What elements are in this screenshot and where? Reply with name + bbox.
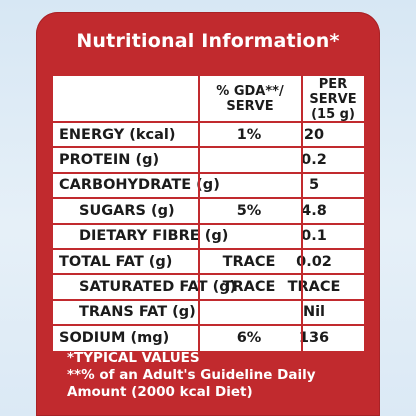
table-header: % GDA**/ SERVE PER SERVE (15 g) [53,76,364,122]
table-row: SUGARS (g) 5% 4.8 [53,198,364,223]
row-divider [53,146,364,149]
gda-column-header: % GDA**/ SERVE [198,76,302,122]
nutrient-name: TOTAL FAT (g) [59,253,173,270]
gda-value: 5% [236,202,262,219]
serve-column-header: PER SERVE (15 g) [302,76,364,122]
row-divider [53,273,364,276]
row-divider [53,121,364,123]
nutrient-name: CARBOHYDRATE (g) [59,177,220,194]
per-serve-value: TRACE [287,279,341,296]
per-serve-value: Nil [302,304,326,321]
nutrient-name: SUGARS (g) [79,202,175,219]
table-row: DIETARY FIBRE (g) 0.1 [53,224,364,249]
gda-value: TRACE [222,253,276,270]
nutrient-name: PROTEIN (g) [59,152,160,169]
per-serve-value: 0.1 [301,228,327,245]
nutrient-name: SODIUM (mg) [59,329,170,346]
nutrition-panel: Nutritional Information* % GDA**/ SERVE … [36,12,380,416]
gda-value: TRACE [222,279,276,296]
row-divider [53,171,364,174]
serve-header-line1: PER SERVE [309,76,357,107]
gda-value [201,300,297,325]
footnote-typical: *TYPICAL VALUES [67,350,200,366]
table-row: SODIUM (mg) 6% 136 [53,325,364,350]
table-row: TRANS FAT (g) Nil [53,300,364,325]
footnote-gda-line1: **% of an Adult's Guideline Daily [67,367,316,383]
gda-header-line1: % GDA**/ [216,84,284,99]
column-divider [301,76,303,351]
row-divider [53,197,364,200]
gda-header-line2: SERVE [226,99,274,114]
nutrition-table: % GDA**/ SERVE PER SERVE (15 g) ENERGY (… [53,76,364,351]
gda-value [201,147,297,172]
nutrient-name: DIETARY FIBRE (g) [79,228,229,245]
gda-value [201,173,297,198]
table-row: SATURATED FAT (g) TRACE TRACE [53,274,364,299]
nutrient-name: TRANS FAT (g) [79,304,196,321]
per-serve-value: 5 [308,177,320,194]
column-divider [198,76,200,351]
row-divider [53,324,364,327]
nutrient-name: SATURATED FAT (g) [79,279,237,296]
row-divider [53,248,364,250]
table-row: TOTAL FAT (g) TRACE 0.02 [53,249,364,274]
per-serve-value: 4.8 [301,202,327,219]
footnotes: *TYPICAL VALUES **% of an Adult's Guidel… [67,350,316,401]
gda-value: 6% [236,329,262,346]
per-serve-value: 0.02 [296,253,332,270]
serve-header-line2: (15 g) [311,106,355,122]
panel-title: Nutritional Information* [76,30,340,52]
per-serve-value: 0.2 [301,152,327,169]
per-serve-value: 20 [303,126,325,143]
per-serve-value: 136 [298,329,330,346]
footnote-gda-line2: Amount (2000 kcal Diet) [67,384,253,400]
nutrient-name: ENERGY (kcal) [59,126,176,143]
gda-value: 1% [236,126,262,143]
table-row: CARBOHYDRATE (g) 5 [53,173,364,198]
table-row: PROTEIN (g) 0.2 [53,147,364,172]
gda-value [201,224,297,249]
row-divider [53,298,364,301]
row-divider [53,222,364,225]
table-row: ENERGY (kcal) 1% 20 [53,122,364,147]
